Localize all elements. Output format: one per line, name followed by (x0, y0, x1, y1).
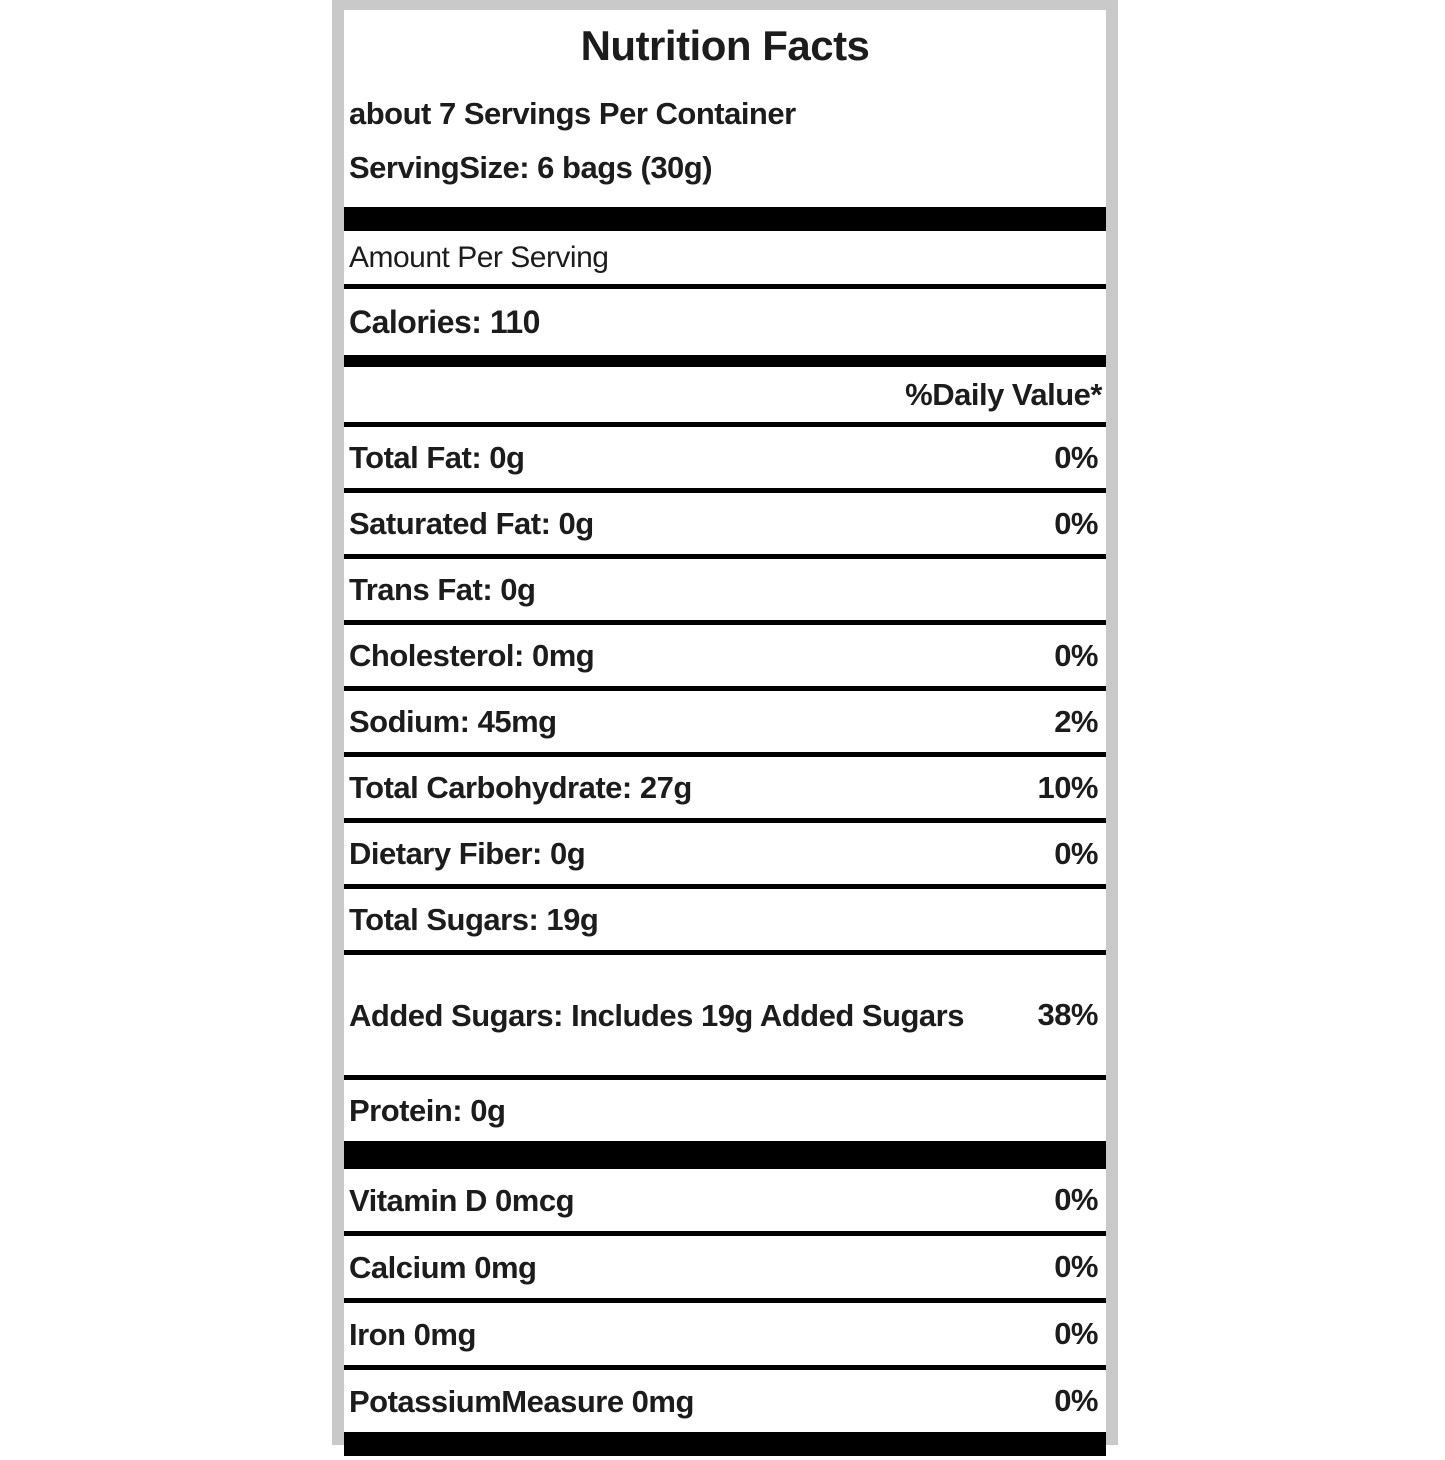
separator-bar-micronutrients (344, 1141, 1106, 1169)
nutrient-name: Total Fat: 0g (349, 440, 525, 475)
nutrient-name: Sodium: 45mg (349, 704, 557, 739)
nutrient-daily-value: 0% (1054, 637, 1098, 673)
nutrient-row: Calcium 0mg 0% (344, 1236, 1106, 1298)
nutrient-name: PotassiumMeasure 0mg (349, 1383, 694, 1419)
separator-bar-calories (344, 355, 1106, 367)
row-divider (344, 284, 1106, 289)
row-divider (344, 686, 1106, 691)
serving-size: ServingSize: 6 bags (30g) (349, 150, 713, 185)
nutrient-row: Total Sugars: 19g (344, 889, 1106, 950)
nutrient-daily-value: 0% (1054, 439, 1098, 475)
label-frame: Nutrition Facts about 7 Servings Per Con… (332, 0, 1118, 1460)
row-divider (344, 620, 1106, 625)
nutrient-name: Calcium 0mg (349, 1249, 537, 1285)
nutrient-rows: Total Fat: 0g 0% Saturated Fat: 0g 0% Trans … (344, 427, 1106, 1141)
row-divider (344, 1365, 1106, 1370)
nutrient-daily-value: 38% (1037, 997, 1098, 1032)
nutrient-row: Protein: 0g (344, 1080, 1106, 1141)
daily-value-header: %Daily Value* (905, 377, 1102, 412)
nutrient-daily-value: 0% (1054, 835, 1098, 871)
nutrient-row: Vitamin D 0mcg 0% (344, 1169, 1106, 1231)
nutrient-daily-value: 0% (1054, 1249, 1098, 1284)
nutrient-daily-value: 0% (1054, 1182, 1098, 1217)
nutrient-name: Protein: 0g (349, 1093, 506, 1128)
row-divider (344, 554, 1106, 559)
nutrient-daily-value: 10% (1037, 769, 1098, 805)
nutrient-row: Total Carbohydrate: 27g 10% (344, 757, 1106, 818)
nutrient-row: Saturated Fat: 0g 0% (344, 493, 1106, 554)
nutrient-name: Total Sugars: 19g (349, 902, 599, 937)
calories-value: Calories: 110 (349, 304, 540, 340)
row-divider (344, 752, 1106, 757)
nutrient-name: Cholesterol: 0mg (349, 638, 595, 673)
nutrient-row: Dietary Fiber: 0g 0% (344, 823, 1106, 884)
nutrient-row: Added Sugars: Includes 19g Added Sugars 3… (344, 955, 1106, 1075)
nutrient-row: Iron 0mg 0% (344, 1303, 1106, 1365)
micronutrient-rows: Vitamin D 0mcg 0% Calcium 0mg 0% Iron 0mg 0% P… (344, 1169, 1106, 1432)
row-divider (344, 422, 1106, 427)
row-divider (344, 950, 1106, 955)
row-divider (344, 1231, 1106, 1236)
nutrient-daily-value: 0% (1054, 1383, 1098, 1418)
separator-bar-bottom (344, 1432, 1106, 1456)
row-divider (344, 1075, 1106, 1080)
nutrient-row: Sodium: 45mg 2% (344, 691, 1106, 752)
nutrient-daily-value: 2% (1054, 703, 1098, 739)
row-divider (344, 818, 1106, 823)
nutrient-daily-value: 0% (1054, 505, 1098, 541)
label-title: Nutrition Facts (580, 22, 870, 69)
nutrient-row: Trans Fat: 0g (344, 559, 1106, 620)
nutrient-name: Total Carbohydrate: 27g (349, 770, 692, 805)
row-divider (344, 884, 1106, 889)
nutrient-name: Vitamin D 0mcg (349, 1182, 575, 1218)
separator-bar-top (344, 207, 1106, 231)
nutrient-name: Dietary Fiber: 0g (349, 836, 586, 871)
nutrient-row: PotassiumMeasure 0mg 0% (344, 1370, 1106, 1432)
nutrient-name: Added Sugars: Includes 19g Added Sugars (349, 997, 964, 1033)
nutrient-name: Saturated Fat: 0g (349, 506, 594, 541)
servings-per-container: about 7 Servings Per Container (349, 96, 796, 131)
row-divider (344, 1298, 1106, 1303)
row-divider (344, 488, 1106, 493)
amount-per-serving: Amount Per Serving (349, 241, 609, 274)
nutrient-row: Cholesterol: 0mg 0% (344, 625, 1106, 686)
nutrient-name: Iron 0mg (349, 1316, 476, 1352)
nutrient-name: Trans Fat: 0g (349, 572, 536, 607)
nutrition-facts-label: Nutrition Facts about 7 Servings Per Con… (344, 10, 1106, 1460)
nutrient-row: Total Fat: 0g 0% (344, 427, 1106, 488)
nutrient-daily-value: 0% (1054, 1316, 1098, 1351)
